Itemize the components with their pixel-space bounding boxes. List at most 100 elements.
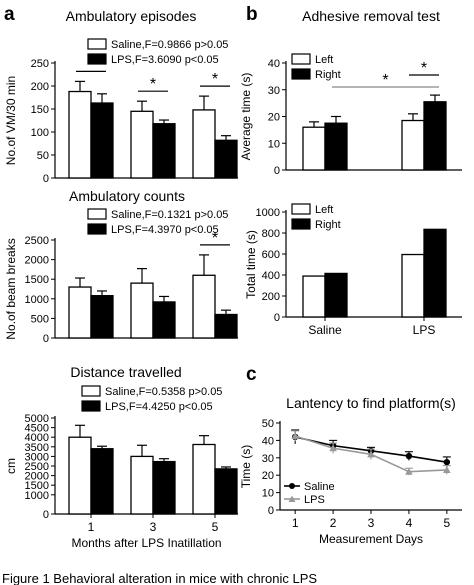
- bar: [401, 119, 425, 171]
- chart-title: Adhesive removal test: [302, 8, 440, 24]
- data-point: [443, 466, 451, 473]
- y-tick-label: 20: [268, 112, 280, 124]
- y-tick-label: 0: [43, 509, 49, 521]
- legend-entry: Left: [315, 54, 333, 66]
- x-tick-label: 1: [292, 516, 299, 530]
- legend-swatch: [87, 208, 107, 220]
- y-tick-label: 1500: [25, 480, 49, 492]
- chart-amb-episodes: Ambulatory episodes 0 50 100 150 200 250 No.of …: [4, 8, 238, 185]
- x-tick-label: LPS: [413, 323, 436, 337]
- y-axis-label: cm: [4, 458, 18, 474]
- y-tick-label: 1000: [256, 207, 280, 219]
- bar: [214, 139, 238, 179]
- legend-entry: Right: [315, 69, 341, 81]
- legend-entry: LPS,F=4.3970 p<0.05: [111, 224, 219, 236]
- bar: [152, 301, 176, 339]
- y-tick-label: 800: [262, 228, 280, 240]
- figure-caption-fragment: Figure 1 Behavioral alteration in mice w…: [2, 571, 317, 585]
- bar: [324, 122, 348, 171]
- legend-swatch: [291, 53, 311, 65]
- y-tick-label: 1500: [25, 274, 49, 286]
- legend-marker: [288, 495, 296, 502]
- y-tick-label: 10: [262, 488, 274, 500]
- y-tick-label: 200: [31, 81, 49, 93]
- bar: [192, 274, 216, 339]
- x-tick-label: 5: [212, 520, 219, 534]
- y-axis-label: Average time (s): [239, 73, 253, 161]
- y-tick-label: 5000: [25, 413, 49, 425]
- legend-swatch: [291, 203, 311, 215]
- x-tick-label: 3: [368, 516, 375, 530]
- legend-entry: Saline,F=0.9866 p>0.05: [111, 39, 228, 51]
- chart-title: Distance travelled: [70, 364, 181, 380]
- y-tick-label: 0: [268, 505, 274, 517]
- significance-star: *: [88, 56, 94, 73]
- y-axis-label: Time (s): [239, 445, 253, 489]
- panel-letter-a: a: [4, 4, 15, 25]
- y-axis-label: Total time (s): [244, 230, 258, 299]
- data-point: [367, 450, 375, 458]
- legend-swatch: [87, 38, 107, 50]
- legend-entry: LPS,F=3.6090 p<0.05: [111, 54, 219, 66]
- chart-adhesive-avg: Adhesive removal test 0 10 20 30 40 Average ti…: [239, 8, 462, 177]
- legend-swatch: [87, 53, 107, 65]
- data-point: [405, 452, 413, 460]
- chart-title: Ambulatory episodes: [66, 8, 197, 24]
- y-tick-label: 50: [37, 150, 49, 162]
- bar: [214, 468, 238, 515]
- y-tick-label: 2000: [25, 255, 49, 267]
- bar: [130, 282, 154, 339]
- panel-letter-b: b: [246, 4, 258, 25]
- bar: [423, 228, 447, 318]
- y-tick-label: 4000: [25, 432, 49, 444]
- y-tick-label: 50: [262, 418, 274, 430]
- bar: [214, 313, 238, 339]
- y-tick-label: 0: [43, 333, 49, 345]
- legend-entry: LPS: [304, 494, 325, 506]
- x-tick-label: 5: [443, 516, 450, 530]
- bar: [90, 102, 114, 179]
- y-tick-label: 1000: [25, 490, 49, 502]
- y-tick-label: 150: [31, 104, 49, 116]
- y-axis-label: No.of VM/30 min: [4, 76, 18, 165]
- y-tick-label: 0: [43, 173, 49, 185]
- data-point: [405, 467, 413, 475]
- legend-swatch: [81, 400, 101, 412]
- y-tick-label: 40: [268, 58, 280, 70]
- data-point: [291, 432, 299, 440]
- bar: [130, 455, 154, 515]
- bar: [324, 272, 348, 318]
- y-tick-label: 100: [31, 127, 49, 139]
- bar: [302, 275, 326, 318]
- data-point: [443, 458, 451, 466]
- chart-title: Lantency to find platform(s): [286, 395, 456, 411]
- bar: [401, 253, 425, 318]
- y-tick-label: 200: [262, 291, 280, 303]
- y-tick-label: 0: [274, 312, 280, 324]
- x-tick-label: 4: [406, 516, 413, 530]
- legend-entry: Saline,F=0.5358 p>0.05: [105, 386, 222, 398]
- legend-swatch: [81, 385, 101, 397]
- panel-letter-c: c: [246, 364, 257, 385]
- x-tick-label: 3: [150, 520, 157, 534]
- bar: [90, 295, 114, 339]
- y-tick-label: 10: [268, 138, 280, 150]
- y-tick-label: 20: [262, 470, 274, 482]
- y-tick-label: 3500: [25, 442, 49, 454]
- y-tick-label: 400: [262, 270, 280, 282]
- bar: [192, 443, 216, 515]
- legend-swatch: [291, 68, 311, 80]
- y-tick-label: 40: [262, 435, 274, 447]
- y-tick-label: 30: [268, 85, 280, 97]
- legend-swatch: [87, 223, 107, 235]
- y-tick-label: 3000: [25, 451, 49, 463]
- x-tick-label: 1: [88, 520, 95, 534]
- bar: [90, 448, 114, 515]
- bar: [192, 109, 216, 179]
- x-tick-label: Saline: [308, 323, 342, 337]
- chart-distance: Distance travelled0100015002000250030003…: [4, 364, 238, 550]
- y-tick-label: 2500: [25, 235, 49, 247]
- y-tick-label: 30: [262, 453, 274, 465]
- legend-marker: [289, 483, 295, 489]
- legend-swatch: [291, 218, 311, 230]
